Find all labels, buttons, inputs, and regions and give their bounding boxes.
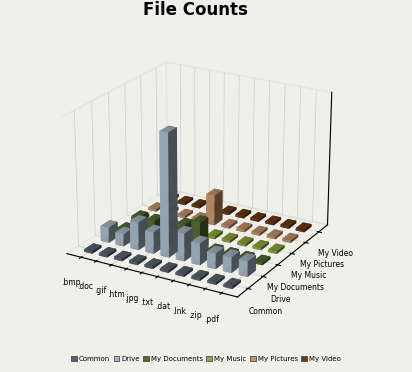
Legend: Common, Drive, My Documents, My Music, My Pictures, My Video: Common, Drive, My Documents, My Music, M… <box>68 353 344 365</box>
Title: File Counts: File Counts <box>143 1 248 19</box>
